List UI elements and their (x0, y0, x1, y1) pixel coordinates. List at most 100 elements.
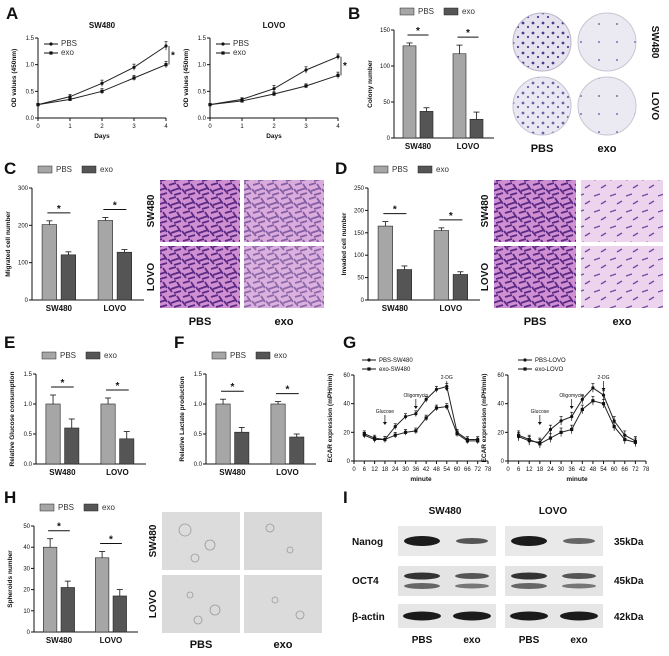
data-point-exo-sw480 (434, 406, 439, 410)
bar-pbs-sw480 (43, 546, 58, 633)
wb-lane-label: exo (570, 635, 587, 646)
data-point-exo (208, 103, 212, 107)
significance-star: * (393, 205, 397, 216)
invasion-col-label-pbs: PBS (524, 316, 547, 328)
bar-pbs-sw480 (41, 224, 57, 301)
bar-exo-lovo (289, 436, 305, 465)
significance-star: * (57, 522, 61, 533)
y-tick-label: 50 (23, 524, 30, 530)
migration-row-label-sw480: SW480 (146, 194, 157, 227)
y-tick-label: 50 (357, 276, 364, 282)
wb-band (511, 583, 547, 589)
x-tick-label: 6 (517, 467, 521, 473)
x-tick-label: 0 (506, 467, 510, 473)
wb-band (453, 611, 491, 621)
data-point-pbs-lovo (580, 397, 584, 401)
y-tick-label: 0 (347, 459, 351, 465)
legend-marker (49, 51, 53, 55)
data-point-exo-sw480 (414, 429, 418, 433)
panel-label-g: G (343, 333, 356, 352)
chart-d-invasion: 0 50 100 150 200 250 Invaded cell number * SW480… (341, 165, 480, 313)
injection-arrowhead (537, 422, 542, 425)
data-point-exo (164, 63, 168, 67)
y-tick-label: 1.0 (24, 402, 33, 408)
wb-size-nanog: 35kDa (614, 537, 644, 548)
bar-pbs-sw480 (215, 403, 231, 465)
migration-col-label-pbs: PBS (189, 316, 212, 328)
injection-arrowhead (413, 406, 418, 409)
colony-well-sw480-pbs (512, 12, 572, 72)
y-tick-label: 10 (23, 609, 30, 615)
chart-g-sw480: 0 20 40 60 ECAR expression (mPH/min) 0 6 12 18 24… (327, 358, 492, 483)
legend-swatch-pbs (41, 351, 57, 360)
legend-label-exo-lovo: exo-LOVO (535, 367, 564, 373)
x-tick-label: 24 (547, 467, 554, 473)
injection-label: Oligomycin (559, 393, 584, 399)
chart-e-glucose: 0.0 0.5 1.0 1.5 Relative Glucose consumption… (9, 351, 146, 477)
legend-swatch-pbs (37, 165, 53, 174)
y-axis-label: Migrated cell number (5, 211, 12, 277)
chart-g-lovo: 0 20 40 60 ECAR expression (mPH/min) 0 6 12 18 24… (481, 358, 650, 483)
injection-label: Oligomycin (403, 393, 428, 399)
x-tick-label: 1 (240, 124, 244, 130)
panel-label-b: B (348, 4, 360, 23)
chart-title: LOVO (263, 21, 286, 30)
x-tick-label: 54 (600, 467, 607, 473)
legend-label-exo: exo (104, 351, 117, 360)
panel-label-f: F (174, 333, 184, 352)
chart-a-sw480: 0.0 0.5 1.0 1.5 OD values (450nm) 0 1 2 3 4 Days SW… (11, 21, 175, 140)
y-tick-label: 0 (25, 298, 29, 304)
legend-label-pbs: PBS (418, 7, 434, 16)
legend-marker (523, 358, 527, 362)
data-point-exo (100, 89, 104, 93)
legend-marker (49, 42, 53, 46)
wb-protein-nanog: Nanog (352, 537, 383, 548)
wb-size-oct4: 45kDa (614, 576, 644, 587)
colony-col-label-exo: exo (598, 143, 617, 155)
y-axis-label: ECAR expression (mPH/min) (327, 374, 334, 463)
y-tick-label: 40 (497, 402, 504, 408)
data-point-pbs (272, 87, 276, 91)
x-tick-label: 3 (304, 124, 308, 130)
injection-label: 2-DG (598, 375, 610, 381)
x-category-label: LOVO (100, 636, 123, 645)
data-point-pbs (164, 44, 168, 48)
invasion-image-grid: SW480 LOVO PBS exo (480, 180, 663, 328)
data-point-exo (304, 84, 308, 88)
x-category-label: SW480 (382, 304, 409, 313)
bar-pbs-lovo (95, 557, 110, 633)
data-point-exo-sw480 (455, 432, 459, 436)
y-axis-label: Colony number (367, 60, 374, 108)
legend-label-pbs-lovo: PBS-LOVO (535, 358, 566, 364)
panel-label-d: D (335, 159, 347, 178)
migration-image-sw480-pbs (160, 180, 240, 242)
significance-star: * (343, 61, 347, 72)
migration-image-sw480-exo (244, 180, 324, 242)
y-tick-label: 30 (23, 566, 30, 572)
y-tick-label: 0 (27, 630, 31, 636)
wb-band (403, 611, 441, 621)
legend-swatch-pbs (39, 503, 55, 512)
y-tick-label: 250 (354, 186, 365, 192)
x-tick-label: 30 (402, 467, 409, 473)
y-tick-label: 0.5 (26, 89, 35, 95)
y-tick-label: 0 (387, 136, 391, 142)
bar-pbs-lovo (100, 403, 116, 465)
x-tick-label: 4 (164, 124, 168, 130)
migration-image-lovo-exo (244, 246, 324, 308)
y-tick-label: 20 (343, 430, 350, 436)
legend-marker (523, 367, 527, 371)
data-point-exo-sw480 (445, 404, 449, 409)
data-point-exo (36, 103, 40, 107)
injection-label: 2-DG (441, 375, 453, 381)
data-point-exo (272, 92, 276, 96)
spheroid-col-label-pbs: PBS (190, 639, 213, 651)
data-point-pbs-sw480 (393, 425, 397, 429)
x-tick-label: 3 (132, 124, 136, 130)
spheroid-image-grid: SW480 LOVO PBS exo (148, 512, 322, 651)
x-category-label: SW480 (46, 304, 73, 313)
data-point-exo (240, 99, 244, 103)
y-tick-label: 0.0 (26, 116, 35, 122)
migration-image-lovo-pbs (160, 246, 240, 308)
data-point-pbs-lovo (591, 386, 595, 390)
